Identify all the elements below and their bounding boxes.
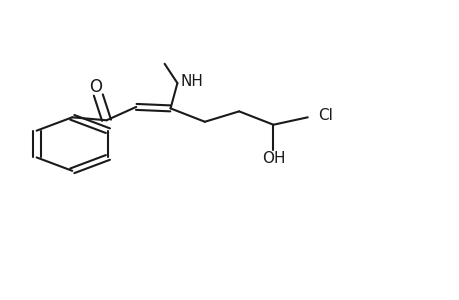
Text: NH: NH xyxy=(180,74,203,89)
Text: Cl: Cl xyxy=(317,108,332,123)
Text: OH: OH xyxy=(261,151,285,166)
Text: O: O xyxy=(90,78,102,96)
